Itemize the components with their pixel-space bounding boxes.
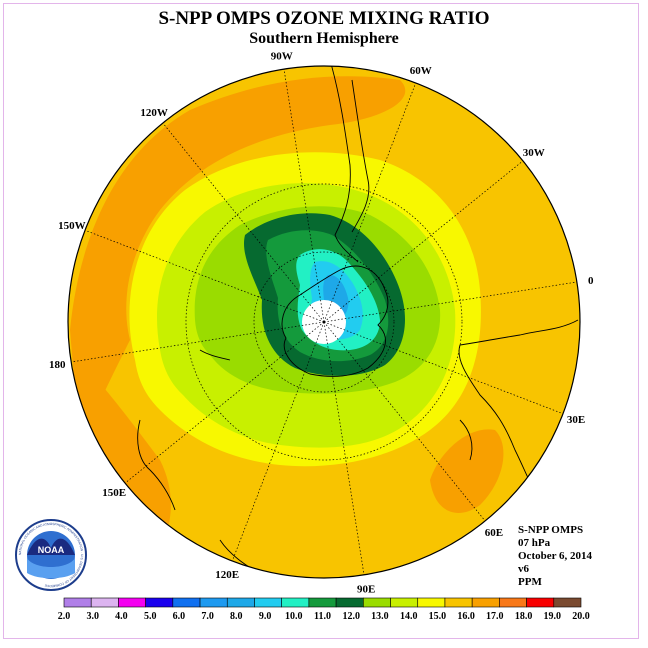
ozone-region-band-orange-se <box>430 429 504 513</box>
meridian-line <box>231 321 325 562</box>
longitude-label: 90W <box>271 50 293 62</box>
colorbar-swatch <box>335 597 364 608</box>
antarctic-peninsula-islands <box>199 349 231 361</box>
colorbar-tick-label: 6.0 <box>173 611 186 622</box>
latitude-circle-inner <box>253 251 395 393</box>
colorbar-tick-label: 20.0 <box>572 611 590 622</box>
colorbar-tick-label: 19.0 <box>544 611 562 622</box>
colorbar-tick-label: 13.0 <box>371 611 389 622</box>
colorbar-swatch <box>226 597 255 608</box>
meridian-line <box>162 122 325 323</box>
colorbar-tick-label: 9.0 <box>259 611 272 622</box>
meridian-line <box>323 281 577 323</box>
colorbar-tick-label: 12.0 <box>342 611 360 622</box>
page-title: S-NPP OMPS OZONE MIXING RATIO <box>158 8 490 29</box>
colorbar-tick-label: 8.0 <box>230 611 243 622</box>
colorbar-tick-label: 5.0 <box>144 611 157 622</box>
colorbar-swatch <box>118 597 146 608</box>
colorbar-swatch <box>553 597 582 608</box>
longitude-label: 30W <box>523 147 545 159</box>
logo-wordmark: NOAA <box>38 545 65 555</box>
meridian-line <box>84 229 325 323</box>
longitude-label: 0 <box>588 275 594 287</box>
colorbar-swatch <box>281 597 310 608</box>
colorbar-tick-label: 4.0 <box>115 611 128 622</box>
page-frame <box>3 3 639 639</box>
colorbar-swatch <box>145 597 174 608</box>
colorbar-tick-label: 10.0 <box>285 611 303 622</box>
meridian-line <box>323 160 524 323</box>
colorbar-swatch <box>417 597 446 608</box>
map-boundary <box>67 65 581 579</box>
graticule <box>71 69 577 575</box>
longitude-label: 90E <box>357 584 375 596</box>
colorbar-tick-label: 16.0 <box>457 611 475 622</box>
info-units: PPM <box>518 576 542 588</box>
colorbar-swatch <box>471 597 500 608</box>
info-date: October 6, 2014 <box>518 550 593 562</box>
meridian-line <box>323 321 365 575</box>
meridian-lines <box>71 69 577 575</box>
africa-coastline <box>458 319 579 501</box>
colorbar-swatches <box>63 597 582 608</box>
colorbar-swatch <box>390 597 419 608</box>
meridian-line <box>323 321 486 522</box>
longitude-label: 120E <box>215 569 239 581</box>
meridian-line <box>283 69 325 323</box>
colorbar-swatch <box>172 597 201 608</box>
meridian-line <box>323 321 564 415</box>
colorbar-tick-label: 11.0 <box>314 611 331 622</box>
colorbar-swatch <box>308 597 337 608</box>
colorbar-tick-label: 17.0 <box>486 611 504 622</box>
logo-water <box>27 558 75 579</box>
page-subtitle: Southern Hemisphere <box>249 30 399 47</box>
longitude-label: 150E <box>102 487 126 499</box>
latitude-circle-middle <box>185 183 463 461</box>
longitude-label: 30E <box>567 414 585 426</box>
meridian-line <box>124 321 325 484</box>
info-version: v6 <box>518 563 529 575</box>
antarctica-coastline <box>281 265 389 377</box>
longitude-labels: 90W 60W 30W 0 30E 60E 90E 120E 150E 180 150W 120W <box>49 50 594 595</box>
colorbar-swatch <box>363 597 391 608</box>
meridian-line <box>71 321 325 363</box>
colorbar-tick-label: 14.0 <box>400 611 418 622</box>
colorbar-tick-label: 18.0 <box>515 611 533 622</box>
new-zealand-coastline <box>137 419 176 511</box>
colorbar-tick-label: 7.0 <box>201 611 214 622</box>
madagascar-coastline <box>459 419 473 461</box>
colorbar-tick-label: 3.0 <box>86 611 99 622</box>
colorbar-tick-label: 15.0 <box>429 611 447 622</box>
longitude-label: 150W <box>58 220 86 232</box>
south-america-east-coastline <box>351 79 370 233</box>
logo-bird <box>27 538 75 555</box>
south-america-coastline <box>329 66 359 263</box>
info-level: 07 hPa <box>518 537 551 549</box>
colorbar-swatch <box>444 597 473 608</box>
longitude-label: 120W <box>140 107 168 119</box>
colorbar-swatch <box>90 597 119 608</box>
colorbar-tick-labels: 2.0 3.0 4.0 5.0 6.0 7.0 8.0 9.0 10.0 11.0 12.0 13.0… <box>58 611 590 622</box>
meridian-line <box>323 82 417 323</box>
colorbar-tick-label: 2.0 <box>58 611 71 622</box>
colorbar-swatch <box>254 597 282 608</box>
longitude-label: 180 <box>49 359 66 371</box>
colorbar-swatch <box>499 597 527 608</box>
longitude-label: 60W <box>410 65 432 77</box>
ozone-region-band-orange-nw <box>70 76 406 450</box>
colorbar-swatch <box>199 597 228 608</box>
colorbar-swatch <box>526 597 555 608</box>
colorbar-swatch <box>63 597 92 608</box>
noaa-logo: NOAA NATIONAL OCEANIC AND ATMOSPHERIC AD… <box>15 519 87 591</box>
longitude-label: 60E <box>485 527 503 539</box>
info-instrument: S-NPP OMPS <box>518 524 584 536</box>
